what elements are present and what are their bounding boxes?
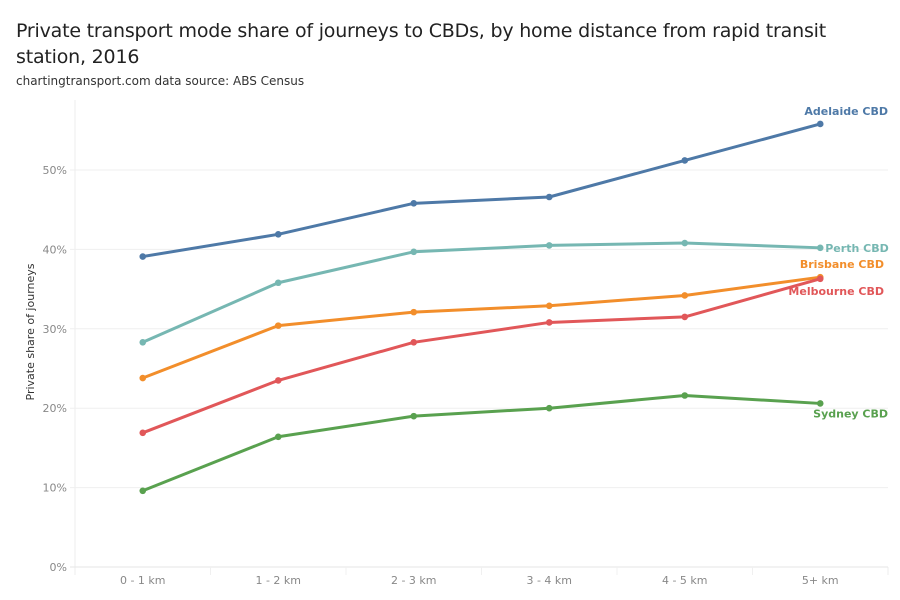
x-axis: 0 - 1 km 1 - 2 km 2 - 3 km 3 - 4 km 4 - 5 km… [120, 567, 839, 587]
data-point-sydney-cbd[interactable] [139, 487, 147, 495]
data-point-melbourne-cbd[interactable] [545, 319, 553, 326]
data-point-adelaide-cbd[interactable] [681, 157, 689, 164]
data-point-perth-cbd[interactable] [545, 242, 553, 249]
data-point-melbourne-cbd[interactable] [139, 429, 147, 437]
x-tick-label: 2 - 3 km [391, 574, 437, 587]
series-label-melbourne-cbd: Melbourne CBD [788, 285, 884, 298]
x-tick-label: 5+ km [802, 574, 839, 587]
x-tick-label: 3 - 4 km [526, 574, 572, 587]
data-point-adelaide-cbd[interactable] [274, 231, 282, 238]
data-point-perth-cbd[interactable] [681, 239, 689, 247]
data-point-sydney-cbd[interactable] [410, 412, 418, 420]
data-point-melbourne-cbd[interactable] [816, 275, 824, 283]
data-point-sydney-cbd[interactable] [681, 392, 689, 399]
y-axis-title: Private share of journeys [24, 263, 37, 400]
chart-subtitle: chartingtransport.com data source: ABS C… [16, 74, 305, 88]
series-line-perth-cbd [141, 241, 822, 344]
x-tick-label: 1 - 2 km [255, 574, 301, 587]
data-point-adelaide-cbd[interactable] [816, 120, 824, 128]
data-point-brisbane-cbd[interactable] [139, 374, 147, 382]
data-point-brisbane-cbd[interactable] [274, 322, 282, 329]
series-label-adelaide-cbd: Adelaide CBD [804, 105, 888, 118]
y-tick-label: 10% [43, 482, 67, 495]
y-axis: 0% 10% 20% 30% 40% 50% [43, 164, 67, 574]
series-label-brisbane-cbd: Brisbane CBD [800, 258, 884, 271]
y-tick-label: 30% [43, 323, 67, 336]
series-labels: Adelaide CBD Perth CBD Brisbane CBD Melbour… [788, 105, 888, 420]
data-point-brisbane-cbd[interactable] [681, 292, 689, 299]
data-point-adelaide-cbd[interactable] [410, 200, 418, 207]
x-tick-label: 4 - 5 km [662, 574, 708, 587]
gridlines [70, 100, 889, 575]
series-label-sydney-cbd: Sydney CBD [813, 407, 888, 420]
data-point-adelaide-cbd[interactable] [545, 193, 553, 201]
series-line-adelaide-cbd [141, 122, 822, 259]
data-point-perth-cbd[interactable] [816, 244, 824, 252]
data-point-melbourne-cbd[interactable] [410, 338, 418, 346]
data-point-sydney-cbd[interactable] [545, 404, 553, 412]
x-tick-label: 0 - 1 km [120, 574, 166, 587]
data-point-brisbane-cbd[interactable] [410, 308, 418, 316]
series-line-melbourne-cbd [141, 277, 822, 435]
series-line-sydney-cbd [141, 393, 822, 493]
data-point-brisbane-cbd[interactable] [545, 302, 553, 310]
chart-title: Private transport mode share of journeys… [16, 20, 826, 68]
data-point-melbourne-cbd[interactable] [681, 313, 689, 321]
y-tick-label: 40% [43, 243, 67, 256]
data-point-adelaide-cbd[interactable] [139, 253, 147, 260]
data-point-melbourne-cbd[interactable] [274, 377, 282, 384]
data-point-sydney-cbd[interactable] [274, 433, 282, 441]
data-point-perth-cbd[interactable] [139, 338, 147, 346]
series-label-perth-cbd: Perth CBD [825, 242, 888, 255]
data-point-perth-cbd[interactable] [410, 248, 418, 256]
series-line-brisbane-cbd [141, 275, 822, 380]
series-lines [139, 120, 824, 495]
y-tick-label: 50% [43, 164, 67, 177]
data-point-perth-cbd[interactable] [274, 279, 282, 287]
y-tick-label: 0% [50, 561, 67, 574]
y-tick-label: 20% [43, 402, 67, 415]
data-point-sydney-cbd[interactable] [816, 400, 824, 407]
